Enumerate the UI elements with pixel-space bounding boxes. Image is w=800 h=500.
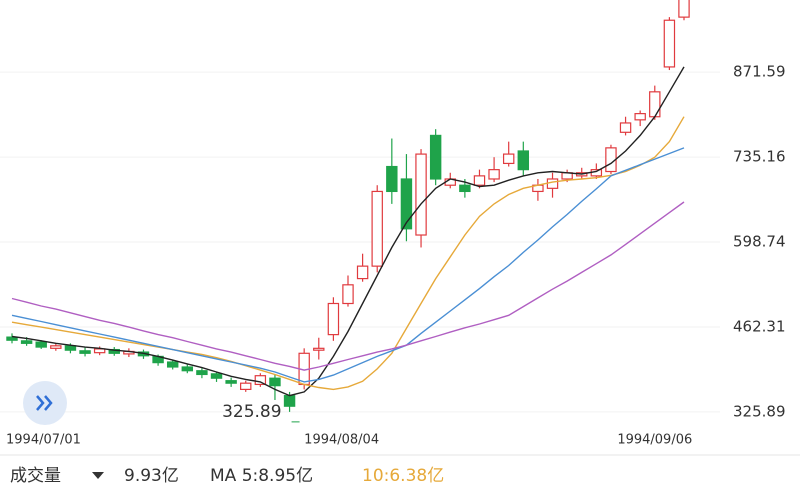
- candle-body: [649, 91, 661, 118]
- candle-body: [254, 375, 267, 386]
- x-tick-label: 1994/07/01: [6, 433, 81, 448]
- candle-body: [488, 169, 500, 180]
- candle-body: [459, 184, 471, 193]
- plot: [6, 0, 690, 412]
- candle-body: [356, 265, 369, 280]
- x-tick-label: 1994/08/04: [304, 433, 379, 448]
- button-circle[interactable]: [23, 381, 67, 425]
- candle-body: [225, 380, 237, 384]
- candle-body: [400, 178, 413, 230]
- x-tick-label: 1994/09/06: [617, 433, 692, 448]
- candle-body: [502, 153, 515, 165]
- grid: [0, 71, 720, 413]
- ma-line: [11, 66, 685, 397]
- candle-body: [50, 345, 62, 349]
- y-tick-label: 871.59: [733, 63, 786, 81]
- candle-body: [429, 134, 442, 180]
- candle-body: [64, 345, 77, 351]
- expand-button[interactable]: [23, 381, 67, 425]
- candle-body: [546, 178, 559, 189]
- candle-body: [196, 370, 208, 376]
- candle-body: [634, 113, 646, 121]
- candle-body: [313, 347, 325, 351]
- candle-body: [342, 284, 354, 305]
- volume-ma5: MA 5:8.95亿: [210, 466, 313, 486]
- dropdown-arrow[interactable]: [92, 472, 104, 479]
- candle-body: [269, 377, 281, 387]
- candle-body: [517, 150, 530, 171]
- candle-body: [93, 348, 106, 354]
- candle-body: [371, 190, 383, 267]
- candle-body: [79, 350, 91, 354]
- button-arrows: [36, 395, 53, 411]
- ma-line: [11, 201, 685, 371]
- candle-body: [166, 361, 179, 368]
- candle-body: [473, 175, 486, 186]
- candle-body: [181, 366, 194, 372]
- candle-body: [283, 395, 296, 407]
- low-annotation: 325.89: [222, 402, 281, 422]
- candle-body: [327, 302, 340, 336]
- volume-value: 9.93亿: [124, 466, 179, 486]
- candle-body: [240, 382, 252, 391]
- y-tick-label: 325.89: [733, 402, 786, 420]
- volume-label[interactable]: 成交量: [10, 466, 61, 486]
- candle-body: [678, 0, 690, 18]
- ma-line: [11, 147, 685, 383]
- candle-body: [386, 165, 398, 193]
- candle-body: [619, 122, 632, 133]
- y-tick-label: 462.31: [733, 317, 786, 335]
- volume-ma10: 10:6.38亿: [362, 466, 444, 486]
- y-tick-label: 735.16: [733, 148, 786, 166]
- candle-body: [210, 373, 223, 379]
- candle-body: [415, 153, 427, 236]
- ma-line: [11, 116, 685, 391]
- y-tick-label: 598.74: [733, 233, 786, 251]
- candle-body: [20, 340, 33, 344]
- candle-body: [663, 19, 676, 68]
- candle-body: [35, 341, 47, 348]
